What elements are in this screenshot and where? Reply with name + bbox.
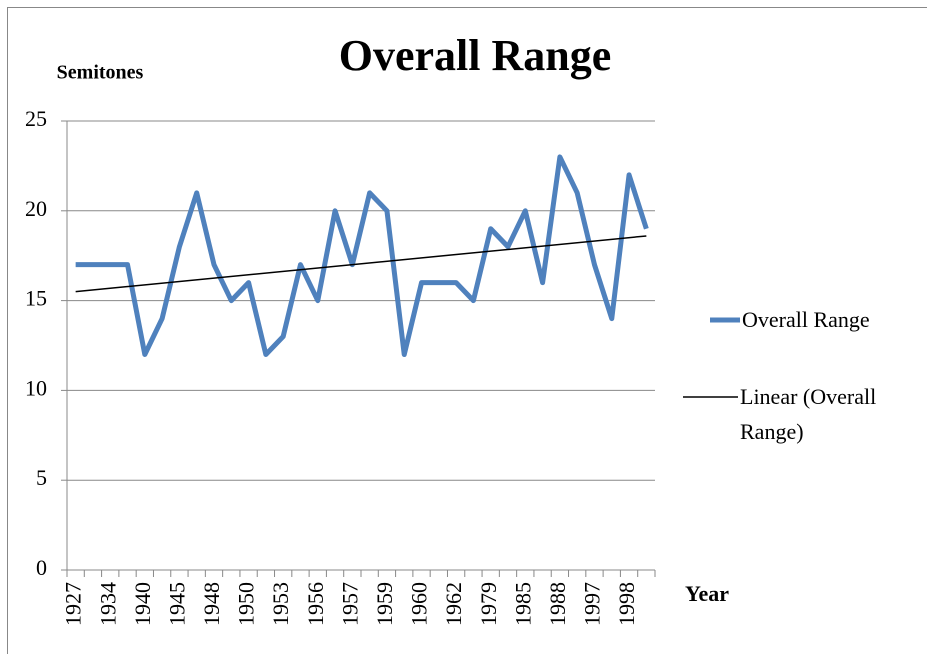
y-axis-title: Semitones bbox=[57, 62, 144, 84]
y-tick-label: 15 bbox=[25, 286, 47, 311]
legend-label: Linear (Overall Range) bbox=[740, 384, 877, 444]
data-line bbox=[75, 154, 649, 357]
trend-line bbox=[75, 235, 647, 293]
chart-border bbox=[7, 7, 927, 654]
x-tick-label: 1957 bbox=[337, 582, 362, 626]
x-tick-label: 1948 bbox=[199, 582, 224, 626]
x-tick-label: 1985 bbox=[510, 582, 535, 626]
x-tick-label: 1988 bbox=[545, 582, 570, 626]
x-tick-label: 1953 bbox=[268, 582, 293, 626]
chart-title: Overall Range bbox=[339, 31, 612, 80]
x-tick-label: 1940 bbox=[130, 582, 155, 626]
x-tick-label: 1927 bbox=[61, 582, 86, 626]
x-tick-label: 1959 bbox=[372, 582, 397, 626]
x-tick-label: 1945 bbox=[164, 582, 189, 626]
x-tick-label: 1956 bbox=[303, 582, 328, 626]
x-tick-label: 1960 bbox=[407, 582, 432, 626]
x-tick-label: 1998 bbox=[614, 582, 639, 626]
x-axis-title: Year bbox=[685, 581, 729, 606]
x-tick-label: 1962 bbox=[441, 582, 466, 626]
y-tick-label: 10 bbox=[25, 375, 47, 400]
y-tick-label: 0 bbox=[36, 555, 47, 580]
x-tick-label: 1934 bbox=[95, 582, 120, 626]
legend-label: Overall Range bbox=[742, 307, 870, 332]
x-tick-label: 1979 bbox=[476, 582, 501, 626]
y-tick-label: 20 bbox=[25, 196, 47, 221]
x-tick-label: 1950 bbox=[234, 582, 259, 626]
y-tick-label: 5 bbox=[36, 465, 47, 490]
x-tick-label: 1997 bbox=[580, 582, 605, 626]
y-tick-label: 25 bbox=[25, 106, 47, 131]
